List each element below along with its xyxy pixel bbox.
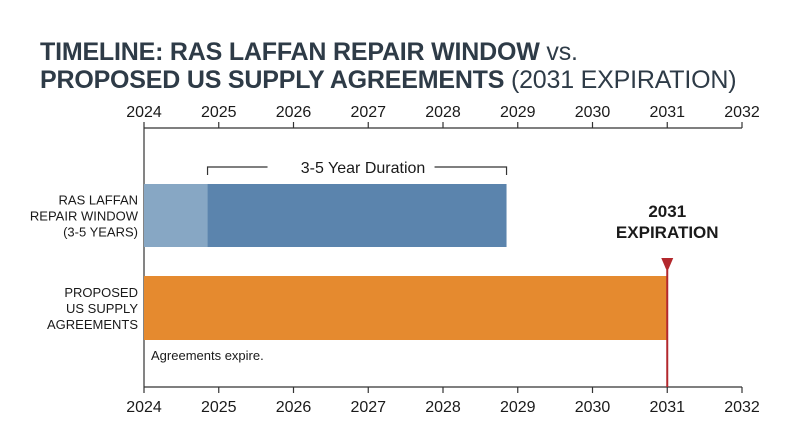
bottom-tick-label: 2031 bbox=[649, 399, 685, 416]
title-main-1: TIMELINE: RAS LAFFAN REPAIR WINDOW bbox=[40, 38, 540, 66]
top-tick-label: 2030 bbox=[575, 104, 611, 121]
bracket-label: 3-5 Year Duration bbox=[301, 160, 426, 177]
bottom-tick-label: 2025 bbox=[201, 399, 237, 416]
bottom-tick-label: 2029 bbox=[500, 399, 536, 416]
expiration-label: EXPIRATION bbox=[616, 223, 719, 242]
top-tick-label: 2024 bbox=[126, 104, 162, 121]
bracket-right bbox=[434, 166, 508, 175]
chart-title-line-2: PROPOSED US SUPPLY AGREEMENTS (2031 EXPI… bbox=[40, 66, 737, 95]
bar-segment bbox=[144, 184, 208, 247]
top-tick-label: 2032 bbox=[724, 104, 760, 121]
top-tick-label: 2027 bbox=[350, 104, 386, 121]
bottom-tick-label: 2024 bbox=[126, 399, 162, 416]
bottom-tick-label: 2026 bbox=[276, 399, 312, 416]
row-label: AGREEMENTS bbox=[47, 317, 138, 332]
top-tick-label: 2031 bbox=[649, 104, 685, 121]
bar-segment bbox=[144, 276, 668, 340]
row-label: REPAIR WINDOW bbox=[30, 209, 139, 224]
row-label: PROPOSED bbox=[64, 285, 138, 300]
top-tick-label: 2026 bbox=[276, 104, 312, 121]
top-tick-label: 2029 bbox=[500, 104, 536, 121]
row-label: US SUPPLY bbox=[66, 301, 138, 316]
expiration-arrow bbox=[661, 258, 674, 272]
top-tick-label: 2028 bbox=[425, 104, 461, 121]
agreements-note: Agreements expire. bbox=[151, 348, 264, 363]
bottom-tick-label: 2028 bbox=[425, 399, 461, 416]
title-main-2: PROPOSED US SUPPLY AGREEMENTS bbox=[40, 66, 505, 94]
top-tick-label: 2025 bbox=[201, 104, 237, 121]
bottom-tick-label: 2030 bbox=[575, 399, 611, 416]
chart-title-line-1: TIMELINE: RAS LAFFAN REPAIR WINDOW vs. bbox=[40, 38, 578, 67]
bar-segment bbox=[207, 184, 507, 247]
bottom-tick-label: 2032 bbox=[724, 399, 760, 416]
row-label: RAS LAFFAN bbox=[59, 193, 138, 208]
title-suffix-1: vs. bbox=[539, 38, 578, 66]
title-suffix-2: (2031 EXPIRATION) bbox=[504, 66, 737, 94]
bracket-left bbox=[206, 166, 268, 175]
expiration-label: 2031 bbox=[648, 202, 686, 221]
row-label: (3-5 YEARS) bbox=[63, 225, 138, 240]
bottom-tick-label: 2027 bbox=[350, 399, 386, 416]
